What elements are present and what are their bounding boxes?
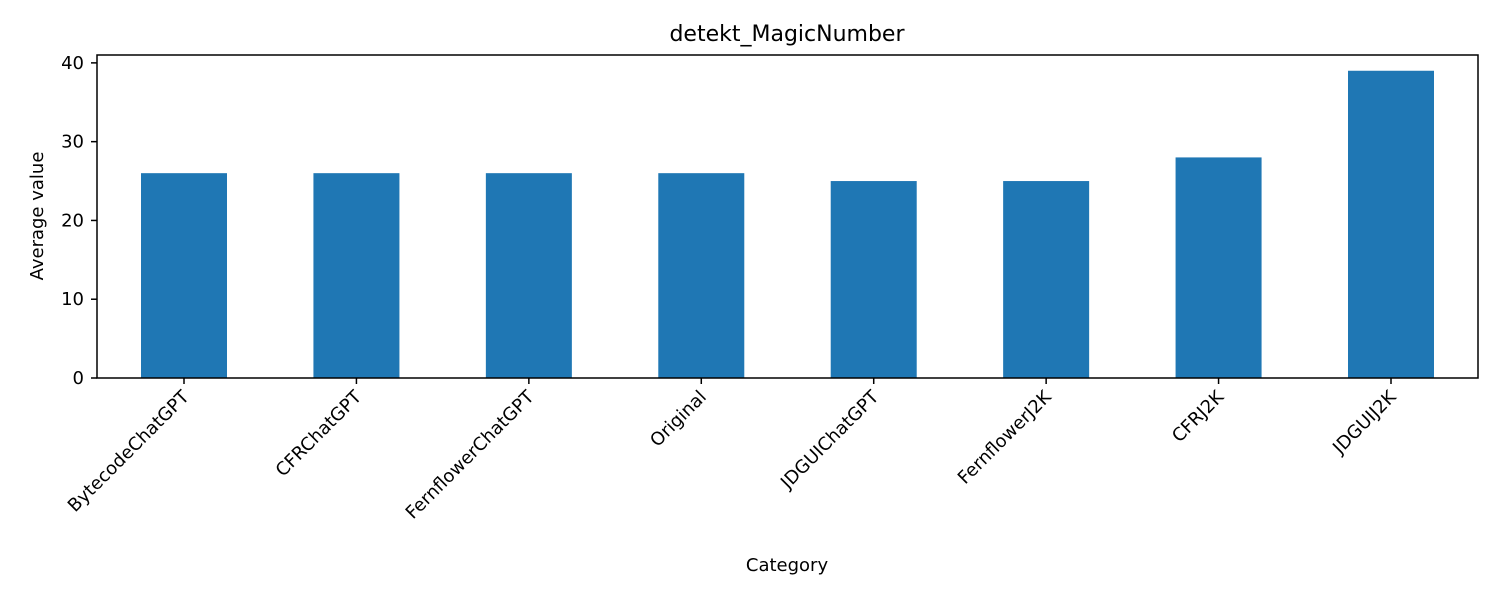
y-tick-label: 0 [73,368,84,389]
x-tick-label: Original [646,387,711,452]
bar-JDGUIJ2K [1348,70,1434,378]
x-tick-label: CFRJ2K [1168,386,1229,447]
x-tick-label: CFRChatGPT [272,386,367,481]
x-tick-label: FernflowerChatGPT [402,386,539,523]
bar-CFRJ2K [1175,157,1262,378]
bar-FernflowerChatGPT [485,173,572,378]
bar-CFRChatGPT [313,173,400,378]
y-tick-label: 20 [61,210,84,231]
chart-title: detekt_MagicNumber [669,22,905,47]
y-tick-label: 30 [61,132,84,153]
bars-group [141,70,1434,378]
x-tick-label: FernflowerJ2K [954,386,1057,489]
x-tick-label: JDGUIChatGPT [776,386,884,494]
bar-Original [658,173,745,378]
bar-JDGUIChatGPT [830,181,917,378]
x-tick-label: JDGUIJ2K [1328,386,1401,459]
y-tick-label: 10 [61,289,84,310]
plot-frame [96,54,1479,379]
y-tick-label: 40 [61,53,84,74]
y-axis: 0 10 20 30 40 [61,53,97,389]
x-tick-label: BytecodeChatGPT [64,386,194,516]
x-axis: BytecodeChatGPT CFRChatGPT FernflowerChatG… [64,378,1401,523]
bar-FernflowerJ2K [1003,181,1090,378]
x-axis-label: Category [746,555,829,576]
bar-BytecodeChatGPT [141,173,227,378]
y-axis-label: Average value [27,152,48,281]
